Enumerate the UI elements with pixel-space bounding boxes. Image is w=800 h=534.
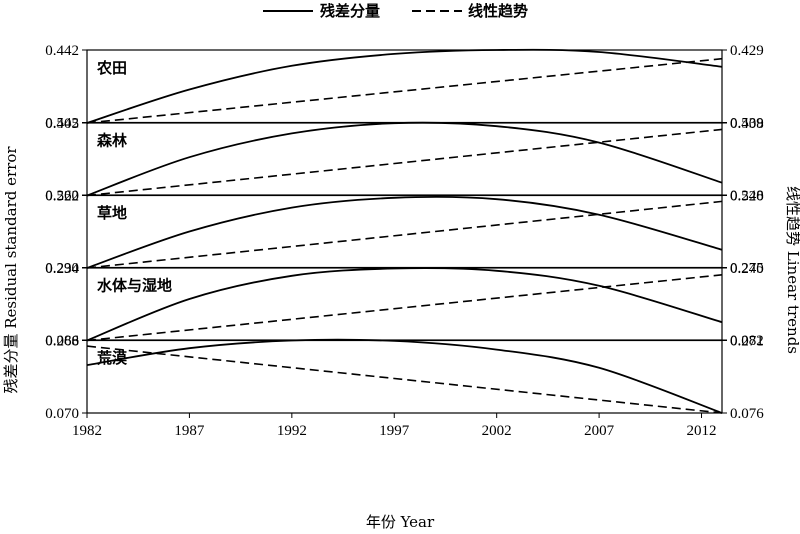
panel-label: 草地 <box>97 204 127 222</box>
legend-label-trend: 线性趋势 <box>468 2 528 20</box>
panel-frame <box>86 266 723 342</box>
left-tick-label: 0.234 <box>45 261 79 277</box>
x-tick-label: 1997 <box>379 423 410 439</box>
panel-frame <box>86 194 723 269</box>
x-tick-label: 1987 <box>174 423 205 439</box>
left-tick-label: 0.542 <box>45 116 79 132</box>
left-tick-label: 0.405 <box>45 116 79 132</box>
panel-3: 0.260 0.234 0.248 0.240 草地 <box>45 188 764 277</box>
panel-label: 荒漠 <box>97 349 128 367</box>
left-tick-label: 0.442 <box>45 43 79 59</box>
right-tick-label: 0.275 <box>730 261 764 277</box>
right-tick-label: 0.539 <box>730 116 764 132</box>
trend-line <box>86 200 723 269</box>
right-tick-label: 0.248 <box>730 188 764 204</box>
panels: 0.4420.4050.4290.408农田0.5420.5220.5390.5… <box>45 43 764 422</box>
trend-line <box>86 57 723 124</box>
residual-line <box>86 267 723 342</box>
right-tick-label: 0.408 <box>730 116 764 132</box>
left-axis-title: 残差分量 Residual standard error <box>2 146 20 394</box>
residual-line <box>86 48 723 124</box>
left-tick-label: 0.522 <box>45 189 79 205</box>
panel-label: 森林 <box>97 132 128 150</box>
x-tick-label: 2007 <box>584 423 615 439</box>
panel-frame <box>86 49 723 124</box>
left-tick-label: 0.260 <box>45 188 79 204</box>
right-tick-label: 0.520 <box>730 189 764 205</box>
trend-line <box>86 274 723 342</box>
panel-label: 水体与湿地 <box>97 277 172 295</box>
legend-label-residual: 残差分量 <box>320 2 380 20</box>
left-tick-label: 0.070 <box>45 406 79 422</box>
right-axis-title: 线性趋势 Linear trends <box>784 186 800 354</box>
left-tick-label: 0.290 <box>45 261 79 277</box>
x-axis-title: 年份 Year <box>366 513 435 531</box>
legend: 残差分量 线性趋势 <box>263 2 528 20</box>
trend-line <box>86 128 723 197</box>
x-tick-label: 1982 <box>72 423 102 439</box>
left-tick-label: 0.086 <box>45 333 79 349</box>
panel-label: 农田 <box>96 59 127 77</box>
panel-4: 0.290 0.268 0.275 0.271 水体与湿地 <box>45 261 764 350</box>
right-tick-label: 0.240 <box>730 261 764 277</box>
panel-2: 0.542 0.522 0.539 0.520 森林 <box>45 116 764 205</box>
residual-line <box>86 121 723 197</box>
residual-line <box>86 195 723 269</box>
x-tick-label: 2002 <box>482 423 512 439</box>
x-tick-label: 2012 <box>687 423 717 439</box>
right-tick-label: 0.271 <box>730 334 764 350</box>
trend-line <box>86 345 723 414</box>
residual-line <box>86 338 723 414</box>
right-tick-label: 0.082 <box>730 333 764 349</box>
panel-1: 0.442 0.405 0.429 0.408 农田 <box>45 43 764 132</box>
left-tick-label: 0.268 <box>45 334 79 350</box>
right-tick-label: 0.429 <box>730 43 764 59</box>
x-axis: 1982 1987 1992 1997 2002 2007 2012 <box>72 413 717 439</box>
x-tick-label: 1992 <box>277 423 307 439</box>
panel-frame <box>86 339 723 414</box>
right-tick-label: 0.076 <box>730 406 764 422</box>
panel-5: 0.086 0.070 0.082 0.076 荒漠 <box>45 333 764 422</box>
